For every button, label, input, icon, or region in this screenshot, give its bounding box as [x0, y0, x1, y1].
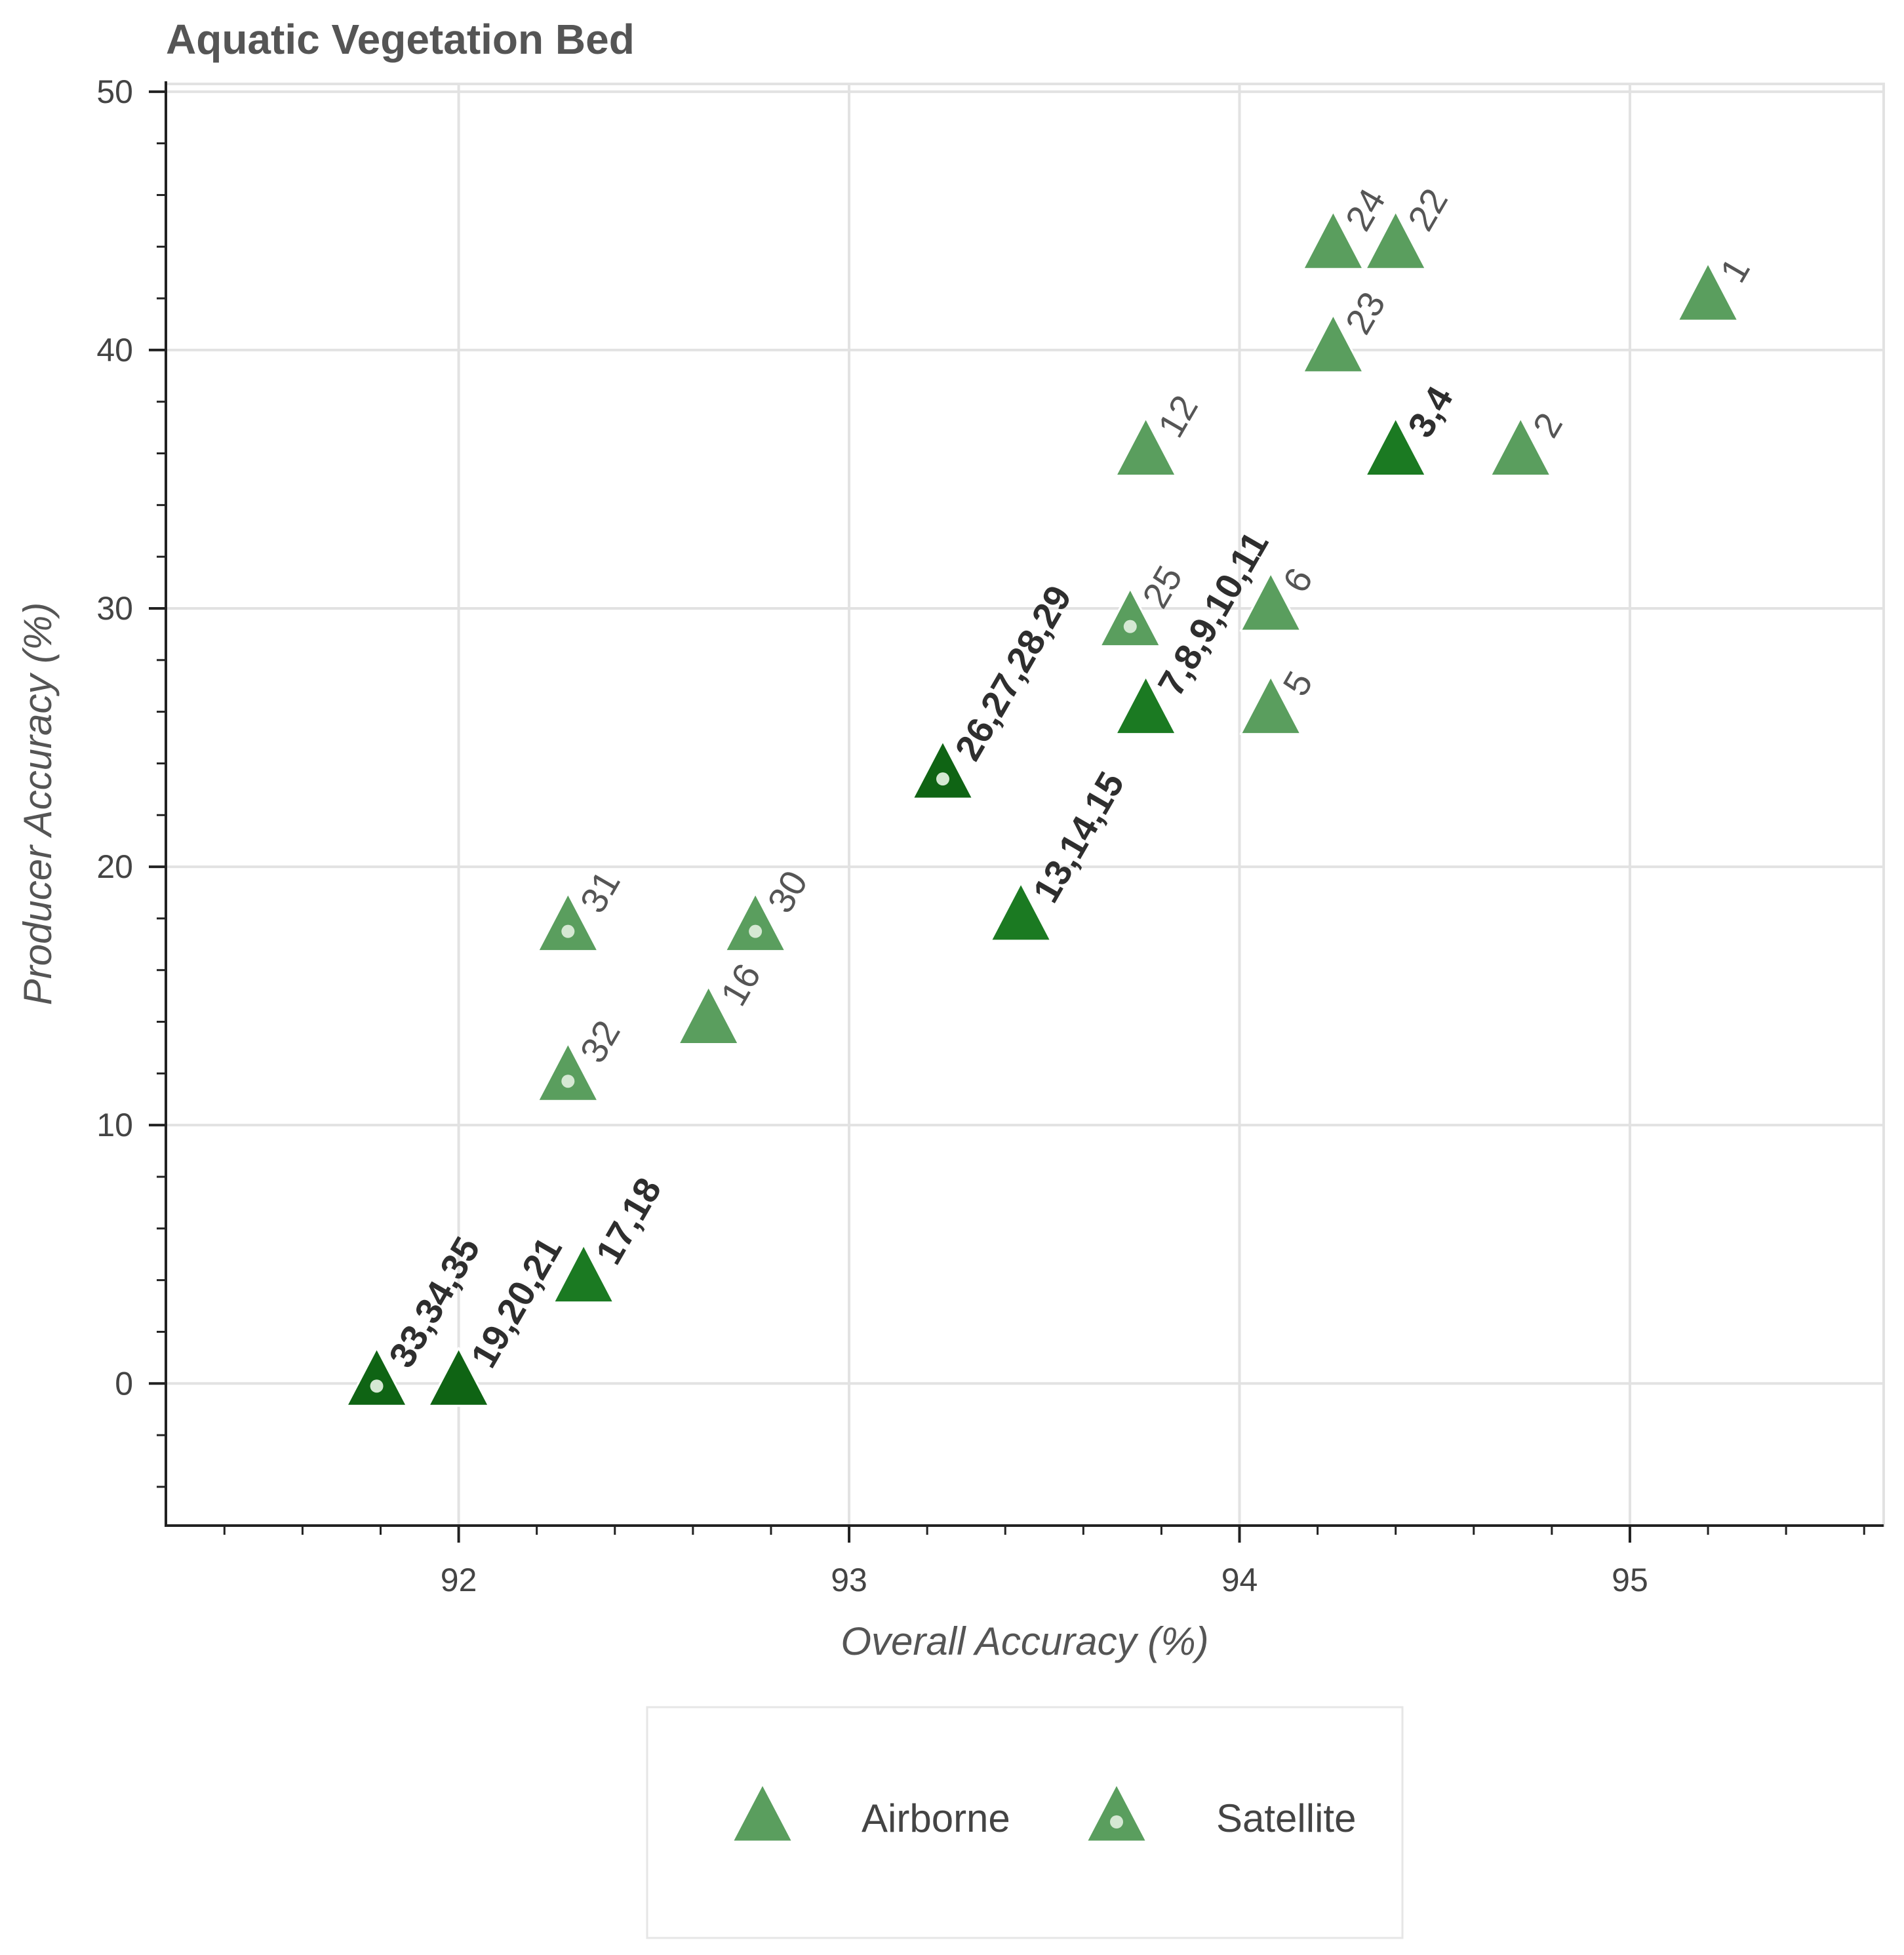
- legend-marker-satellite: [1085, 1783, 1148, 1843]
- data-point: [724, 892, 787, 953]
- data-point: [1099, 587, 1162, 648]
- x-tick-label: 93: [831, 1562, 867, 1598]
- data-point-dot: [370, 1379, 384, 1393]
- data-point: [536, 892, 599, 953]
- data-point: [1239, 572, 1302, 632]
- y-axis-label: Producer Accuracy (%): [16, 602, 60, 1006]
- data-point-dot: [561, 1075, 575, 1088]
- data-point-dot: [936, 772, 949, 786]
- data-points: [346, 210, 1739, 1407]
- data-point: [1489, 417, 1552, 477]
- data-point: [1239, 675, 1302, 736]
- data-point: [1364, 210, 1427, 270]
- data-point: [1676, 262, 1739, 322]
- y-tick-label: 10: [96, 1107, 133, 1143]
- data-point: [427, 1347, 490, 1407]
- chart-title: Aquatic Vegetation Bed: [166, 16, 635, 63]
- legend-label-satellite: Satellite: [1216, 1796, 1356, 1840]
- legend-triangle-satellite-dot: [1110, 1815, 1123, 1828]
- data-point: [677, 985, 740, 1046]
- grid-lines: [166, 84, 1884, 1526]
- data-point: [1115, 417, 1178, 477]
- y-tick-label: 40: [96, 332, 133, 368]
- legend-triangle-airborne: [731, 1783, 794, 1843]
- data-point: [536, 1042, 599, 1102]
- data-point: [346, 1347, 408, 1407]
- data-point: [989, 882, 1052, 942]
- y-tick-label: 30: [96, 590, 133, 627]
- data-point: [1301, 313, 1364, 374]
- y-tick-label: 50: [96, 73, 133, 110]
- data-point: [1115, 675, 1178, 736]
- legend-triangle-satellite: [1085, 1783, 1148, 1843]
- data-point: [1364, 417, 1427, 477]
- y-tick-label: 0: [115, 1365, 133, 1402]
- x-tick-label: 94: [1221, 1562, 1258, 1598]
- x-tick-label: 95: [1612, 1562, 1648, 1598]
- data-point: [552, 1244, 615, 1304]
- data-point-dot: [1123, 620, 1137, 633]
- y-tick-label: 20: [96, 848, 133, 885]
- data-point: [1301, 210, 1364, 270]
- data-point: [911, 740, 974, 800]
- legend: Airborne Satellite: [646, 1706, 1404, 1939]
- legend-label-airborne: Airborne: [862, 1796, 1010, 1840]
- x-axis-label: Overall Accuracy (%): [841, 1619, 1208, 1663]
- axes: 92 93 94 95 0 10 20 30 40 50: [96, 73, 1884, 1598]
- data-point-dot: [749, 924, 763, 938]
- x-tick-label: 92: [441, 1562, 477, 1598]
- data-point-dot: [561, 924, 575, 938]
- legend-marker-airborne: [731, 1783, 794, 1843]
